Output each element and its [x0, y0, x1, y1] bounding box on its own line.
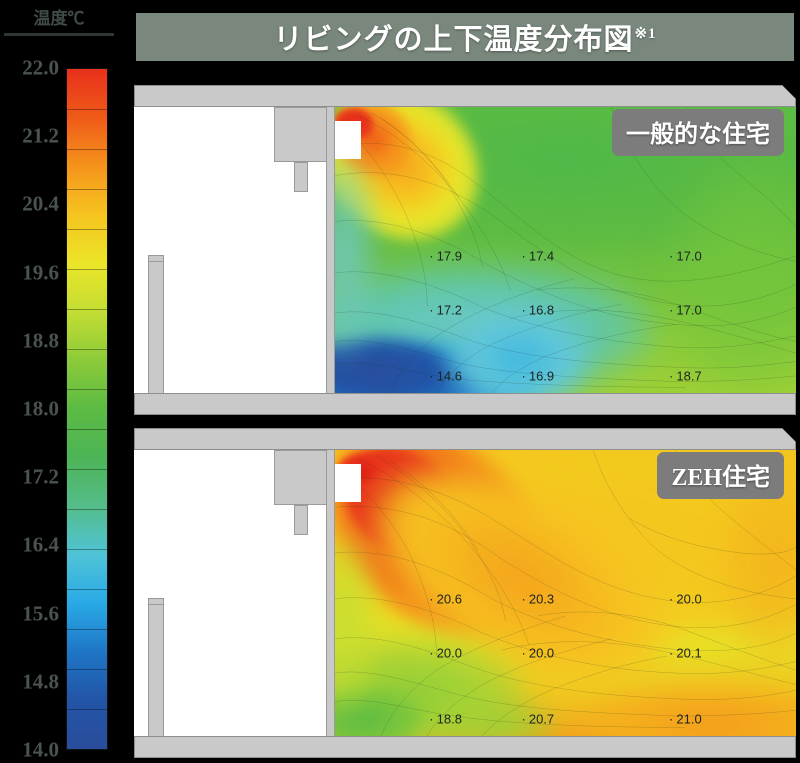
- panel-badge-label: 一般的な住宅: [626, 122, 770, 148]
- contour-lines: [335, 450, 796, 736]
- temperature-reading: · 20.0: [429, 646, 462, 661]
- reading-value: 21.0: [676, 711, 702, 727]
- partition-wall: [326, 450, 335, 736]
- floor-slab: [134, 393, 796, 415]
- contour-region: [666, 164, 796, 393]
- air-conditioner-duct: [294, 505, 308, 535]
- thermal-panel-standard-house: · 17.9 · 17.4 · 17.0 · 17.2 · 16.8 · 17.0 · 14.6 · 16.9…: [130, 85, 800, 415]
- reading-marker-dot: ·: [521, 591, 526, 607]
- reading-marker-dot: ·: [429, 645, 434, 661]
- air-outlet-notch: [335, 464, 361, 502]
- temperature-reading: · 18.7: [669, 368, 702, 383]
- reading-marker-dot: ·: [669, 645, 674, 661]
- reading-value: 18.7: [676, 368, 702, 384]
- furniture-shelf: [148, 598, 164, 736]
- reading-value: 16.8: [528, 302, 555, 318]
- contour-region: [445, 695, 557, 736]
- legend-tick-labels: 22.0 21.2 20.4 19.6 18.8 18.0 17.2 16.4 15.6 14.8…: [0, 56, 62, 762]
- reading-marker-dot: ·: [521, 368, 526, 384]
- reading-marker-dot: ·: [521, 711, 526, 727]
- legend-tick-14-0: 14.0: [22, 737, 59, 762]
- reading-marker-dot: ·: [669, 368, 674, 384]
- legend-divider: [4, 33, 114, 36]
- air-conditioner-unit: [274, 450, 330, 505]
- legend-tick-21-2: 21.2: [22, 123, 59, 148]
- air-conditioner-duct: [294, 162, 308, 192]
- temperature-reading: · 17.0: [669, 303, 702, 318]
- floor-slab: [134, 736, 796, 758]
- temperature-reading: · 17.9: [429, 248, 462, 263]
- temperature-reading: · 21.0: [669, 711, 702, 726]
- temperature-reading: · 17.0: [669, 248, 702, 263]
- panel-badge-standard: 一般的な住宅: [612, 109, 784, 156]
- page-title-footnote: ※1: [634, 26, 657, 43]
- reading-marker-dot: ·: [521, 248, 526, 264]
- temperature-reading: · 20.0: [522, 646, 555, 661]
- reading-value: 17.4: [528, 248, 555, 264]
- reading-marker-dot: ·: [669, 591, 674, 607]
- reading-value: 17.0: [676, 248, 702, 264]
- temperature-reading: · 16.9: [522, 368, 555, 383]
- reading-value: 14.6: [436, 368, 462, 384]
- reading-value: 20.1: [676, 645, 702, 661]
- temperature-reading: · 17.4: [522, 248, 555, 263]
- temperature-legend: 温度℃ 22.0 21.2 20.4 19.6 18.8 18.0 17.2 16.4 15.6…: [0, 0, 122, 762]
- legend-tick-17-2: 17.2: [22, 464, 59, 489]
- reading-marker-dot: ·: [669, 302, 674, 318]
- colorbar-gradient: [67, 69, 107, 749]
- reading-value: 20.0: [676, 591, 702, 607]
- panel-badge-zeh: ZEH住宅: [657, 452, 784, 499]
- legend-tick-19-6: 19.6: [22, 260, 59, 285]
- air-outlet-notch: [335, 121, 361, 159]
- reading-marker-dot: ·: [669, 711, 674, 727]
- legend-tick-14-8: 14.8: [22, 669, 59, 694]
- reading-marker-dot: ·: [521, 645, 526, 661]
- reading-value: 17.0: [676, 302, 702, 318]
- temperature-reading: · 16.8: [522, 303, 555, 318]
- legend-colorbar: [66, 68, 108, 750]
- reading-marker-dot: ·: [429, 711, 434, 727]
- thermal-panel-zeh-house: · 20.6 · 20.3 · 20.0 · 20.0 · 20.0 · 20.1 · 18.8 · 20.7…: [130, 428, 800, 758]
- reading-value: 20.3: [528, 591, 555, 607]
- reading-marker-dot: ·: [429, 591, 434, 607]
- temperature-reading: · 17.2: [429, 303, 462, 318]
- temperature-reading: · 20.3: [522, 591, 555, 606]
- legend-tick-18-8: 18.8: [22, 328, 59, 353]
- legend-tick-18-0: 18.0: [22, 396, 59, 421]
- air-conditioner-unit: [274, 107, 330, 162]
- panel-badge-label: ZEH住宅: [671, 465, 770, 491]
- temperature-reading: · 20.6: [429, 591, 462, 606]
- reading-value: 17.2: [436, 302, 462, 318]
- reading-marker-dot: ·: [669, 248, 674, 264]
- legend-tick-20-4: 20.4: [22, 191, 59, 216]
- reading-value: 18.8: [436, 711, 462, 727]
- temperature-reading: · 14.6: [429, 368, 462, 383]
- page-title: リビングの上下温度分布図※1: [136, 13, 794, 61]
- legend-title: 温度℃: [33, 9, 85, 28]
- reading-marker-dot: ·: [429, 302, 434, 318]
- reading-value: 20.6: [436, 591, 462, 607]
- ceiling-slab: [134, 428, 796, 450]
- colorbar-band-lines: [67, 69, 107, 749]
- reading-value: 20.0: [528, 645, 555, 661]
- furniture-shelf: [148, 255, 164, 393]
- legend-tick-22-0: 22.0: [22, 55, 59, 80]
- ceiling-slab: [134, 85, 796, 107]
- reading-value: 16.9: [528, 368, 555, 384]
- reading-value: 20.0: [436, 645, 462, 661]
- temperature-reading: · 18.8: [429, 711, 462, 726]
- partition-wall: [326, 107, 335, 393]
- reading-value: 17.9: [436, 248, 462, 264]
- temperature-reading: · 20.7: [522, 711, 555, 726]
- reading-marker-dot: ·: [429, 368, 434, 384]
- reading-value: 20.7: [528, 711, 555, 727]
- reading-marker-dot: ·: [429, 248, 434, 264]
- reading-marker-dot: ·: [521, 302, 526, 318]
- contour-region: [450, 310, 589, 393]
- page-title-text: リビングの上下温度分布図: [273, 24, 634, 56]
- legend-tick-15-6: 15.6: [22, 601, 59, 626]
- legend-tick-16-4: 16.4: [22, 532, 59, 557]
- temperature-reading: · 20.0: [669, 591, 702, 606]
- temperature-reading: · 20.1: [669, 646, 702, 661]
